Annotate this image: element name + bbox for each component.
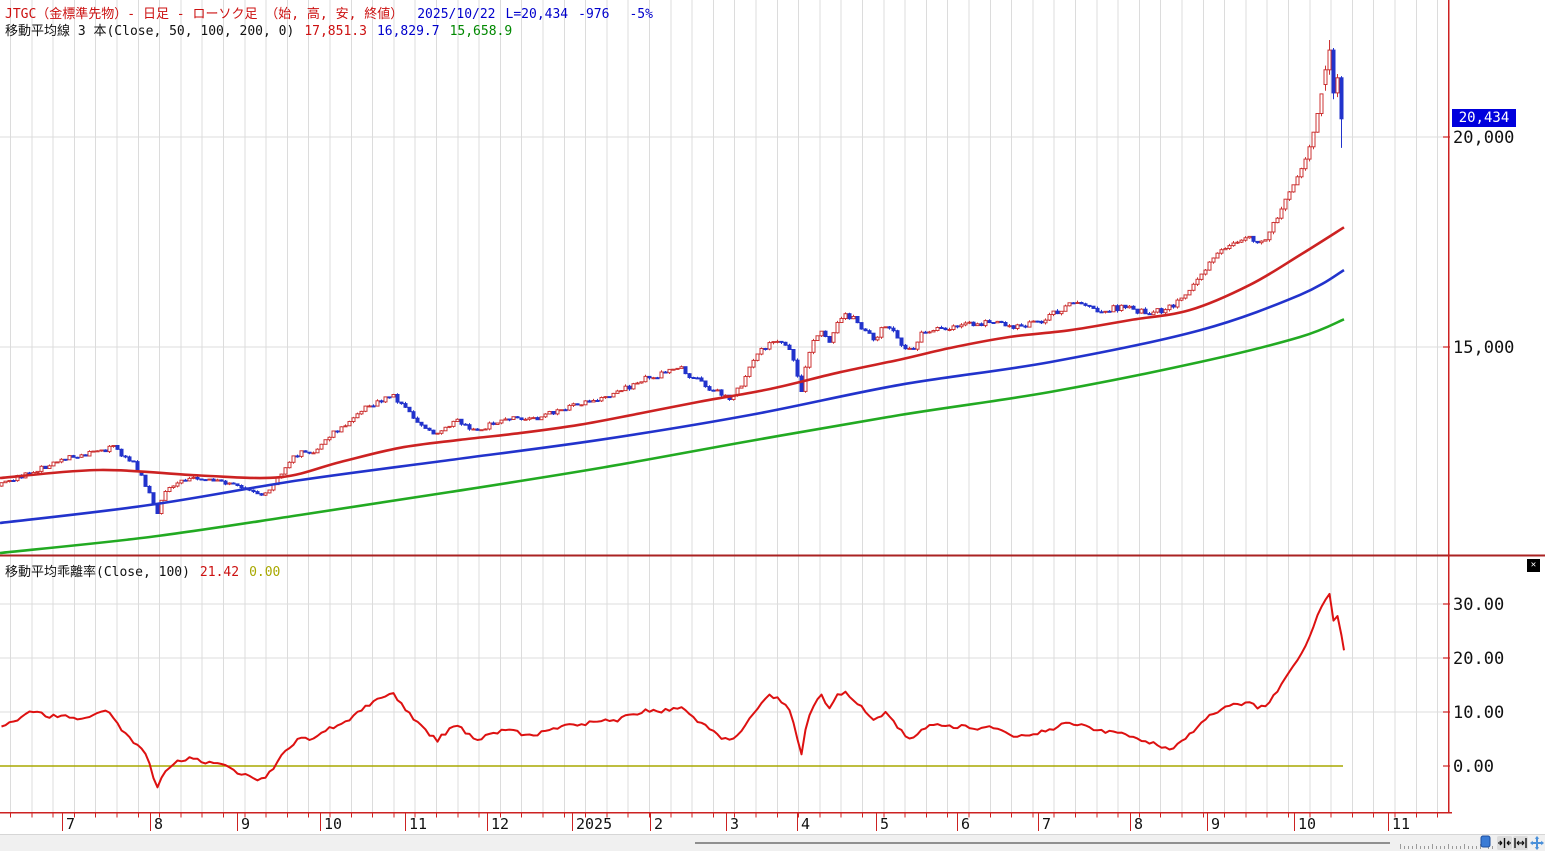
x-axis-month-label: 8 — [1134, 815, 1143, 833]
price-change: -976 — [578, 7, 610, 22]
ma50-value: 17,851.3 — [304, 24, 367, 39]
x-axis-month-label: 2025 — [576, 815, 612, 833]
x-axis-month-label: 9 — [241, 815, 250, 833]
x-axis-month-label: 8 — [154, 815, 163, 833]
ma100-value: 16,829.7 — [376, 24, 440, 39]
price-axis-label: 20.00 — [1453, 649, 1504, 669]
x-axis-month-label: 3 — [730, 815, 739, 833]
ma-line-ma100 — [0, 268, 1345, 525]
axis-layer — [0, 0, 1545, 814]
x-axis-month-label: 5 — [880, 815, 889, 833]
ma-settings-label: 移動平均線 3 本(Close, 50, 100, 200, 0) — [5, 24, 295, 39]
bottom-toolbar — [0, 834, 1545, 851]
indicator-header: 移動平均乖離率(Close, 100) 21.42 0.00 — [5, 561, 280, 580]
x-axis-month-label: 10 — [324, 815, 342, 833]
indicator-base-value: 0.00 — [249, 565, 281, 580]
price-axis-label: 20,000 — [1453, 128, 1514, 148]
price-axis-label: 0.00 — [1453, 757, 1494, 777]
price-axis-labels: 20,000 15,000 30.00 20.00 10.00 0.00 — [1443, 128, 1514, 777]
expand-bars-button[interactable] — [1513, 836, 1528, 850]
expand-bars-icon — [1514, 838, 1527, 848]
last-price-badge: 20,434 — [1452, 109, 1516, 127]
candlestick-layer — [0, 40, 1344, 515]
horizontal-scrollbar[interactable] — [695, 842, 1390, 844]
zoom-slider-thumb[interactable] — [1480, 835, 1491, 848]
price-axis-label: 15,000 — [1453, 338, 1514, 358]
last-price-label: L=20,434 — [505, 7, 569, 22]
deviation-line — [1, 592, 1345, 789]
close-icon: ✕ — [1530, 560, 1537, 570]
indicator-value: 21.42 — [199, 565, 240, 580]
ma200-value: 15,658.9 — [449, 24, 513, 39]
x-axis-month-label: 6 — [961, 815, 970, 833]
price-axis-label: 10.00 — [1453, 703, 1504, 723]
ma-line-ma200 — [0, 318, 1345, 555]
zoom-slider[interactable] — [1398, 835, 1496, 851]
header-line-2: 移動平均線 3 本(Close, 50, 100, 200, 0) 17,851.… — [5, 20, 512, 39]
x-axis-month-label: 12 — [491, 815, 509, 833]
price-axis-label: 30.00 — [1453, 595, 1504, 615]
move-cross-icon — [1529, 836, 1544, 850]
x-axis-month-label: 4 — [801, 815, 810, 833]
grid-layer — [0, 0, 1448, 812]
header-line-1: JTGC（金標準先物）- 日足 - ローソク足 （始, 高, 安, 終値） 202… — [5, 3, 653, 22]
compress-bars-icon — [1498, 838, 1511, 848]
indicator-label: 移動平均乖離率(Close, 100) — [5, 565, 190, 580]
x-axis-month-label: 9 — [1211, 815, 1220, 833]
ma-line-ma50 — [0, 226, 1345, 480]
x-axis-month-label: 2 — [654, 815, 663, 833]
x-axis-month-label: 11 — [409, 815, 427, 833]
time-axis-labels: 7 8 9 10 11 12 2025 2 3 4 5 6 7 8 9 10 11 — [10, 813, 1439, 833]
pan-mode-button[interactable] — [1529, 836, 1544, 850]
compress-bars-button[interactable] — [1497, 836, 1512, 850]
indicator-close-button[interactable]: ✕ — [1527, 559, 1540, 572]
x-axis-month-label: 11 — [1392, 815, 1410, 833]
price-change-percent: -5% — [629, 7, 653, 22]
x-axis-month-label: 7 — [66, 815, 75, 833]
x-axis-month-label: 7 — [1042, 815, 1051, 833]
session-date: 2025/10/22 — [417, 7, 496, 22]
zoom-slider-ruler — [1400, 844, 1493, 849]
x-axis-month-label: 10 — [1298, 815, 1316, 833]
chart-title: JTGC（金標準先物）- 日足 - ローソク足 （始, 高, 安, 終値） — [5, 7, 404, 22]
